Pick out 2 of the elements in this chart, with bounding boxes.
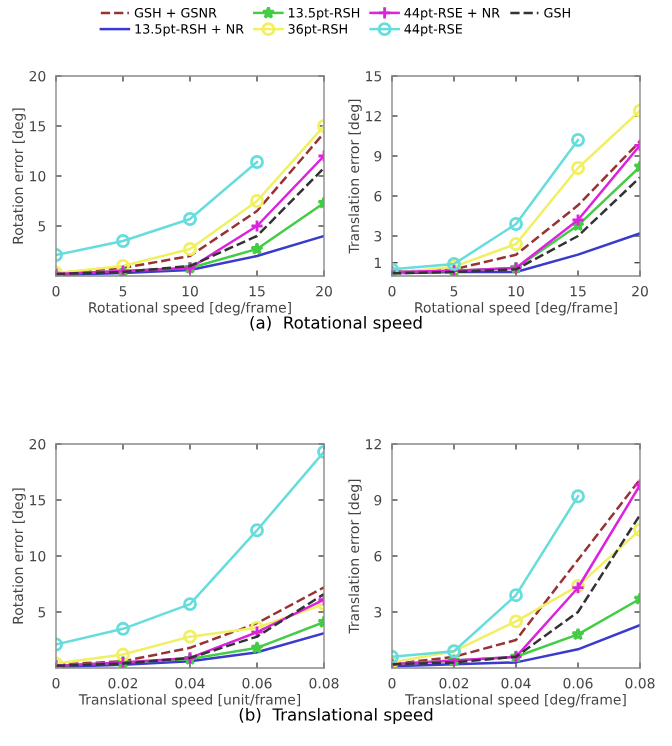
text: (b) Translational speed bbox=[239, 707, 433, 725]
text: (a) Rotational speed bbox=[250, 315, 422, 333]
